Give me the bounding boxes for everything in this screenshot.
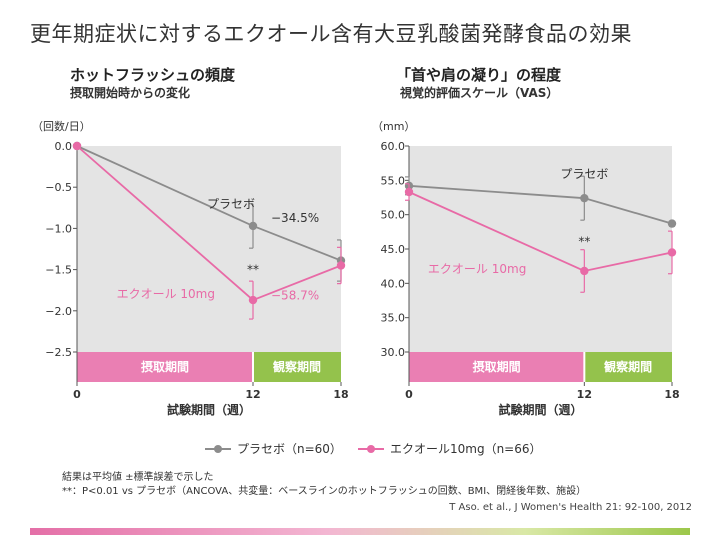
series-label-equol: エクオール 10mg (428, 262, 526, 276)
data-point-placebo (667, 219, 677, 228)
legend-placebo-marker (205, 444, 231, 453)
chart-1-subtitle: 摂取開始時からの変化 (70, 86, 191, 100)
data-point-placebo (580, 193, 589, 203)
legend-item-equol: エクオール10mg（n=66） (358, 440, 542, 457)
y-tick-label: 40.0 (381, 277, 406, 290)
period-label-observation: 観察期間 (273, 359, 321, 374)
chart-2-y-unit: （mm） (372, 120, 416, 133)
data-point-placebo (248, 221, 258, 231)
y-tick-label: −0.5 (45, 181, 72, 194)
series-label-placebo: プラセボ (560, 167, 608, 181)
chart-1-title: ホットフラッシュの頻度 (70, 66, 236, 84)
significance-marker: ** (578, 235, 590, 249)
y-tick-label: 50.0 (381, 209, 406, 222)
legend-equol-label: エクオール10mg（n=66） (390, 442, 542, 456)
footnote-mean-se: 結果は平均値 ±標準誤差で示した (62, 472, 214, 483)
x-tick-label: 0 (73, 388, 81, 401)
chart-2-subtitle: 視覚的評価スケール（VAS） (400, 86, 559, 100)
data-point-equol (667, 248, 677, 257)
data-point-equol (336, 261, 346, 270)
series-label-placebo: プラセボ (207, 197, 255, 211)
y-tick-label: −1.0 (45, 222, 72, 235)
period-band-intake (77, 352, 253, 382)
y-tick-label: −2.0 (45, 305, 72, 318)
period-label-intake: 摂取期間 (473, 359, 521, 374)
x-tick-label: 0 (405, 388, 413, 401)
bottom-gradient-bar (30, 528, 690, 535)
x-axis-label: 試験期間（週） (498, 402, 582, 417)
y-tick-label: 0.0 (55, 140, 73, 153)
data-point-equol (404, 187, 414, 197)
period-label-observation: 観察期間 (604, 359, 652, 374)
percent-change-label: −58.7% (271, 288, 319, 302)
data-point-equol (580, 266, 589, 276)
series-label-equol: エクオール 10mg (117, 287, 215, 301)
x-tick-label: 12 (245, 388, 260, 401)
slide-title: 更年期症状に対するエクオール含有大豆乳酸菌発酵食品の効果 (30, 22, 632, 46)
legend: プラセボ（n=60） エクオール10mg（n=66） (0, 440, 720, 456)
y-tick-label: 30.0 (381, 346, 406, 359)
x-tick-label: 18 (664, 388, 679, 401)
y-tick-label: −2.5 (45, 346, 72, 359)
x-tick-label: 12 (577, 388, 592, 401)
plot-area-1 (77, 146, 341, 352)
data-point-equol (72, 141, 82, 151)
y-tick-label: 35.0 (381, 312, 406, 325)
y-tick-label: 55.0 (381, 174, 406, 187)
chart-1-y-unit: （回数/日） (32, 120, 91, 133)
period-label-intake: 摂取期間 (141, 359, 189, 374)
y-tick-label: 45.0 (381, 243, 406, 256)
significance-marker: ** (247, 263, 259, 277)
legend-equol-marker (358, 444, 384, 453)
period-band-observation (253, 352, 341, 382)
legend-item-placebo: プラセボ（n=60） (205, 440, 342, 457)
x-tick-label: 18 (333, 388, 348, 401)
footnote-significance: **：P<0.01 vs プラセボ（ANCOVA、共変量：ベースラインのホットフ… (62, 486, 587, 497)
percent-change-label: −34.5% (271, 211, 319, 225)
period-band-intake (409, 352, 585, 382)
y-tick-label: −1.5 (45, 264, 72, 277)
chart-2-title: 「首や肩の凝り」の程度 (396, 66, 562, 84)
x-axis-label: 試験期間（週） (167, 402, 251, 417)
plot-area-2 (409, 146, 672, 352)
data-point-equol (248, 295, 258, 305)
citation: T Aso. et al., J Women's Health 21: 92-1… (449, 502, 692, 513)
period-band-observation (584, 352, 672, 382)
y-tick-label: 60.0 (381, 140, 406, 153)
legend-placebo-label: プラセボ（n=60） (237, 442, 342, 456)
